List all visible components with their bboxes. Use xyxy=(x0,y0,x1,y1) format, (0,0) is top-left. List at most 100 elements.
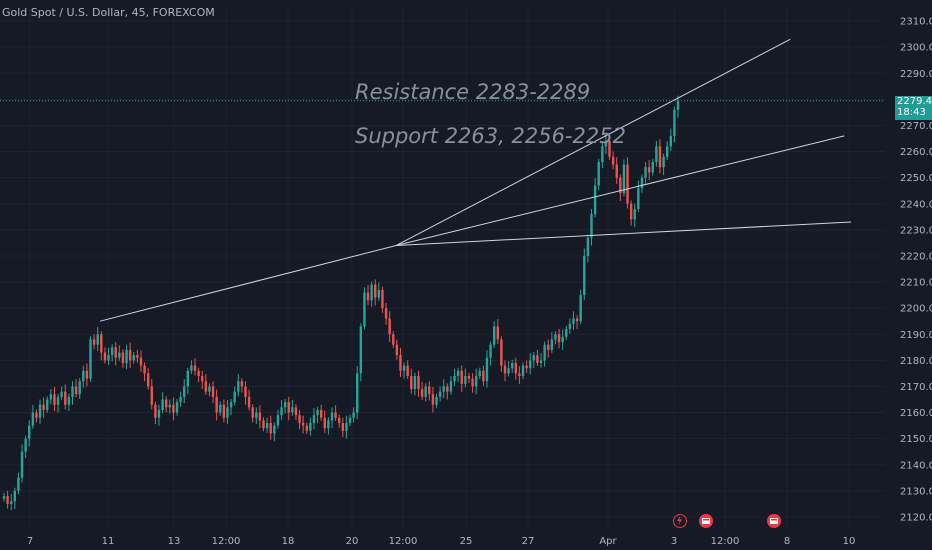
candle xyxy=(219,401,222,416)
candle xyxy=(49,389,53,405)
candle xyxy=(489,341,492,366)
trendline[interactable] xyxy=(395,38,791,246)
candle xyxy=(222,399,226,423)
time-tick-label: 11 xyxy=(102,536,115,547)
time-tick-label: 3 xyxy=(671,536,677,547)
price-tick-label: 2260.00 xyxy=(900,147,932,158)
candle xyxy=(204,373,208,395)
flag-event-icon[interactable] xyxy=(767,514,781,528)
candle xyxy=(428,381,431,401)
candle xyxy=(327,417,330,435)
candle xyxy=(201,370,204,390)
candle xyxy=(417,370,420,397)
candle xyxy=(446,383,449,400)
candle xyxy=(644,161,647,184)
time-tick-label: 12:00 xyxy=(389,536,418,547)
candle xyxy=(262,417,265,432)
candle xyxy=(60,386,63,401)
candle xyxy=(53,386,56,411)
candle xyxy=(377,282,381,301)
candle xyxy=(366,285,370,306)
candle xyxy=(46,396,49,414)
candle xyxy=(301,415,305,434)
candle xyxy=(280,400,283,420)
candles xyxy=(2,95,680,511)
candle xyxy=(132,351,135,364)
time-axis[interactable]: 7 11 13 12:00 18 20 12:00 25 27 Apr 3 12:00 8 10 xyxy=(27,536,856,547)
candle xyxy=(186,367,190,395)
candle xyxy=(554,331,557,345)
trendline[interactable] xyxy=(99,245,397,322)
candle xyxy=(179,391,182,407)
candle xyxy=(363,287,366,330)
trendline[interactable] xyxy=(395,135,845,246)
candle xyxy=(651,158,654,176)
price-tick-label: 2250.00 xyxy=(900,173,932,184)
candle xyxy=(507,360,510,377)
price-tick-label: 2130.00 xyxy=(900,486,932,497)
candle xyxy=(410,368,413,394)
candle xyxy=(323,410,326,433)
candle xyxy=(348,414,352,427)
candle xyxy=(287,396,290,421)
candle xyxy=(665,141,669,160)
candle xyxy=(572,311,575,331)
candle xyxy=(345,415,348,439)
price-tick-label: 2180.00 xyxy=(900,356,932,367)
price-axis[interactable]: 2120.00 2130.00 2140.00 2150.00 2160.00 2170.… xyxy=(900,17,932,524)
candle xyxy=(370,281,373,307)
candle xyxy=(402,362,406,379)
candle xyxy=(399,347,402,378)
candle xyxy=(247,389,251,411)
candle xyxy=(435,393,438,408)
candle xyxy=(449,376,453,395)
candle xyxy=(619,174,622,202)
price-tick-label: 2290.00 xyxy=(900,69,932,80)
time-tick-label: Apr xyxy=(599,536,617,547)
candle xyxy=(356,366,359,419)
candle xyxy=(136,349,139,363)
candle xyxy=(511,359,514,373)
candle xyxy=(56,393,60,413)
candle xyxy=(197,367,200,383)
candle xyxy=(67,393,71,411)
candle xyxy=(374,279,377,306)
resistance-annotation[interactable]: Resistance 2283-2289 xyxy=(355,80,591,104)
candle xyxy=(273,422,276,442)
candle xyxy=(330,407,334,429)
candle xyxy=(647,159,651,181)
trendlines[interactable] xyxy=(0,38,885,322)
candle xyxy=(24,435,27,458)
candle xyxy=(164,396,168,413)
candle xyxy=(276,409,280,429)
trendline[interactable] xyxy=(395,221,852,247)
candle xyxy=(485,350,489,388)
lightning-icon[interactable] xyxy=(673,514,687,528)
candle xyxy=(337,414,341,428)
candle xyxy=(64,384,67,410)
candle xyxy=(114,342,117,366)
candle xyxy=(431,386,435,413)
candle xyxy=(395,339,399,360)
candle xyxy=(492,321,496,348)
candle xyxy=(601,141,604,169)
candle xyxy=(352,407,355,423)
flag-event-icon[interactable] xyxy=(699,514,713,528)
candle xyxy=(629,200,633,226)
support-annotation[interactable]: Support 2263, 2256-2252 xyxy=(355,124,626,148)
time-tick-label: 8 xyxy=(784,536,790,547)
candle xyxy=(662,153,665,176)
candle xyxy=(604,133,608,155)
time-tick-label: 12:00 xyxy=(212,536,241,547)
price-tick-label: 2230.00 xyxy=(900,225,932,236)
candle xyxy=(626,157,629,209)
candle xyxy=(586,234,590,263)
candle xyxy=(10,493,13,511)
candle xyxy=(110,344,114,362)
candle xyxy=(128,342,132,369)
candle xyxy=(74,379,78,398)
candle xyxy=(316,406,319,423)
candle xyxy=(13,487,17,510)
price-tick-label: 2150.00 xyxy=(900,434,932,445)
